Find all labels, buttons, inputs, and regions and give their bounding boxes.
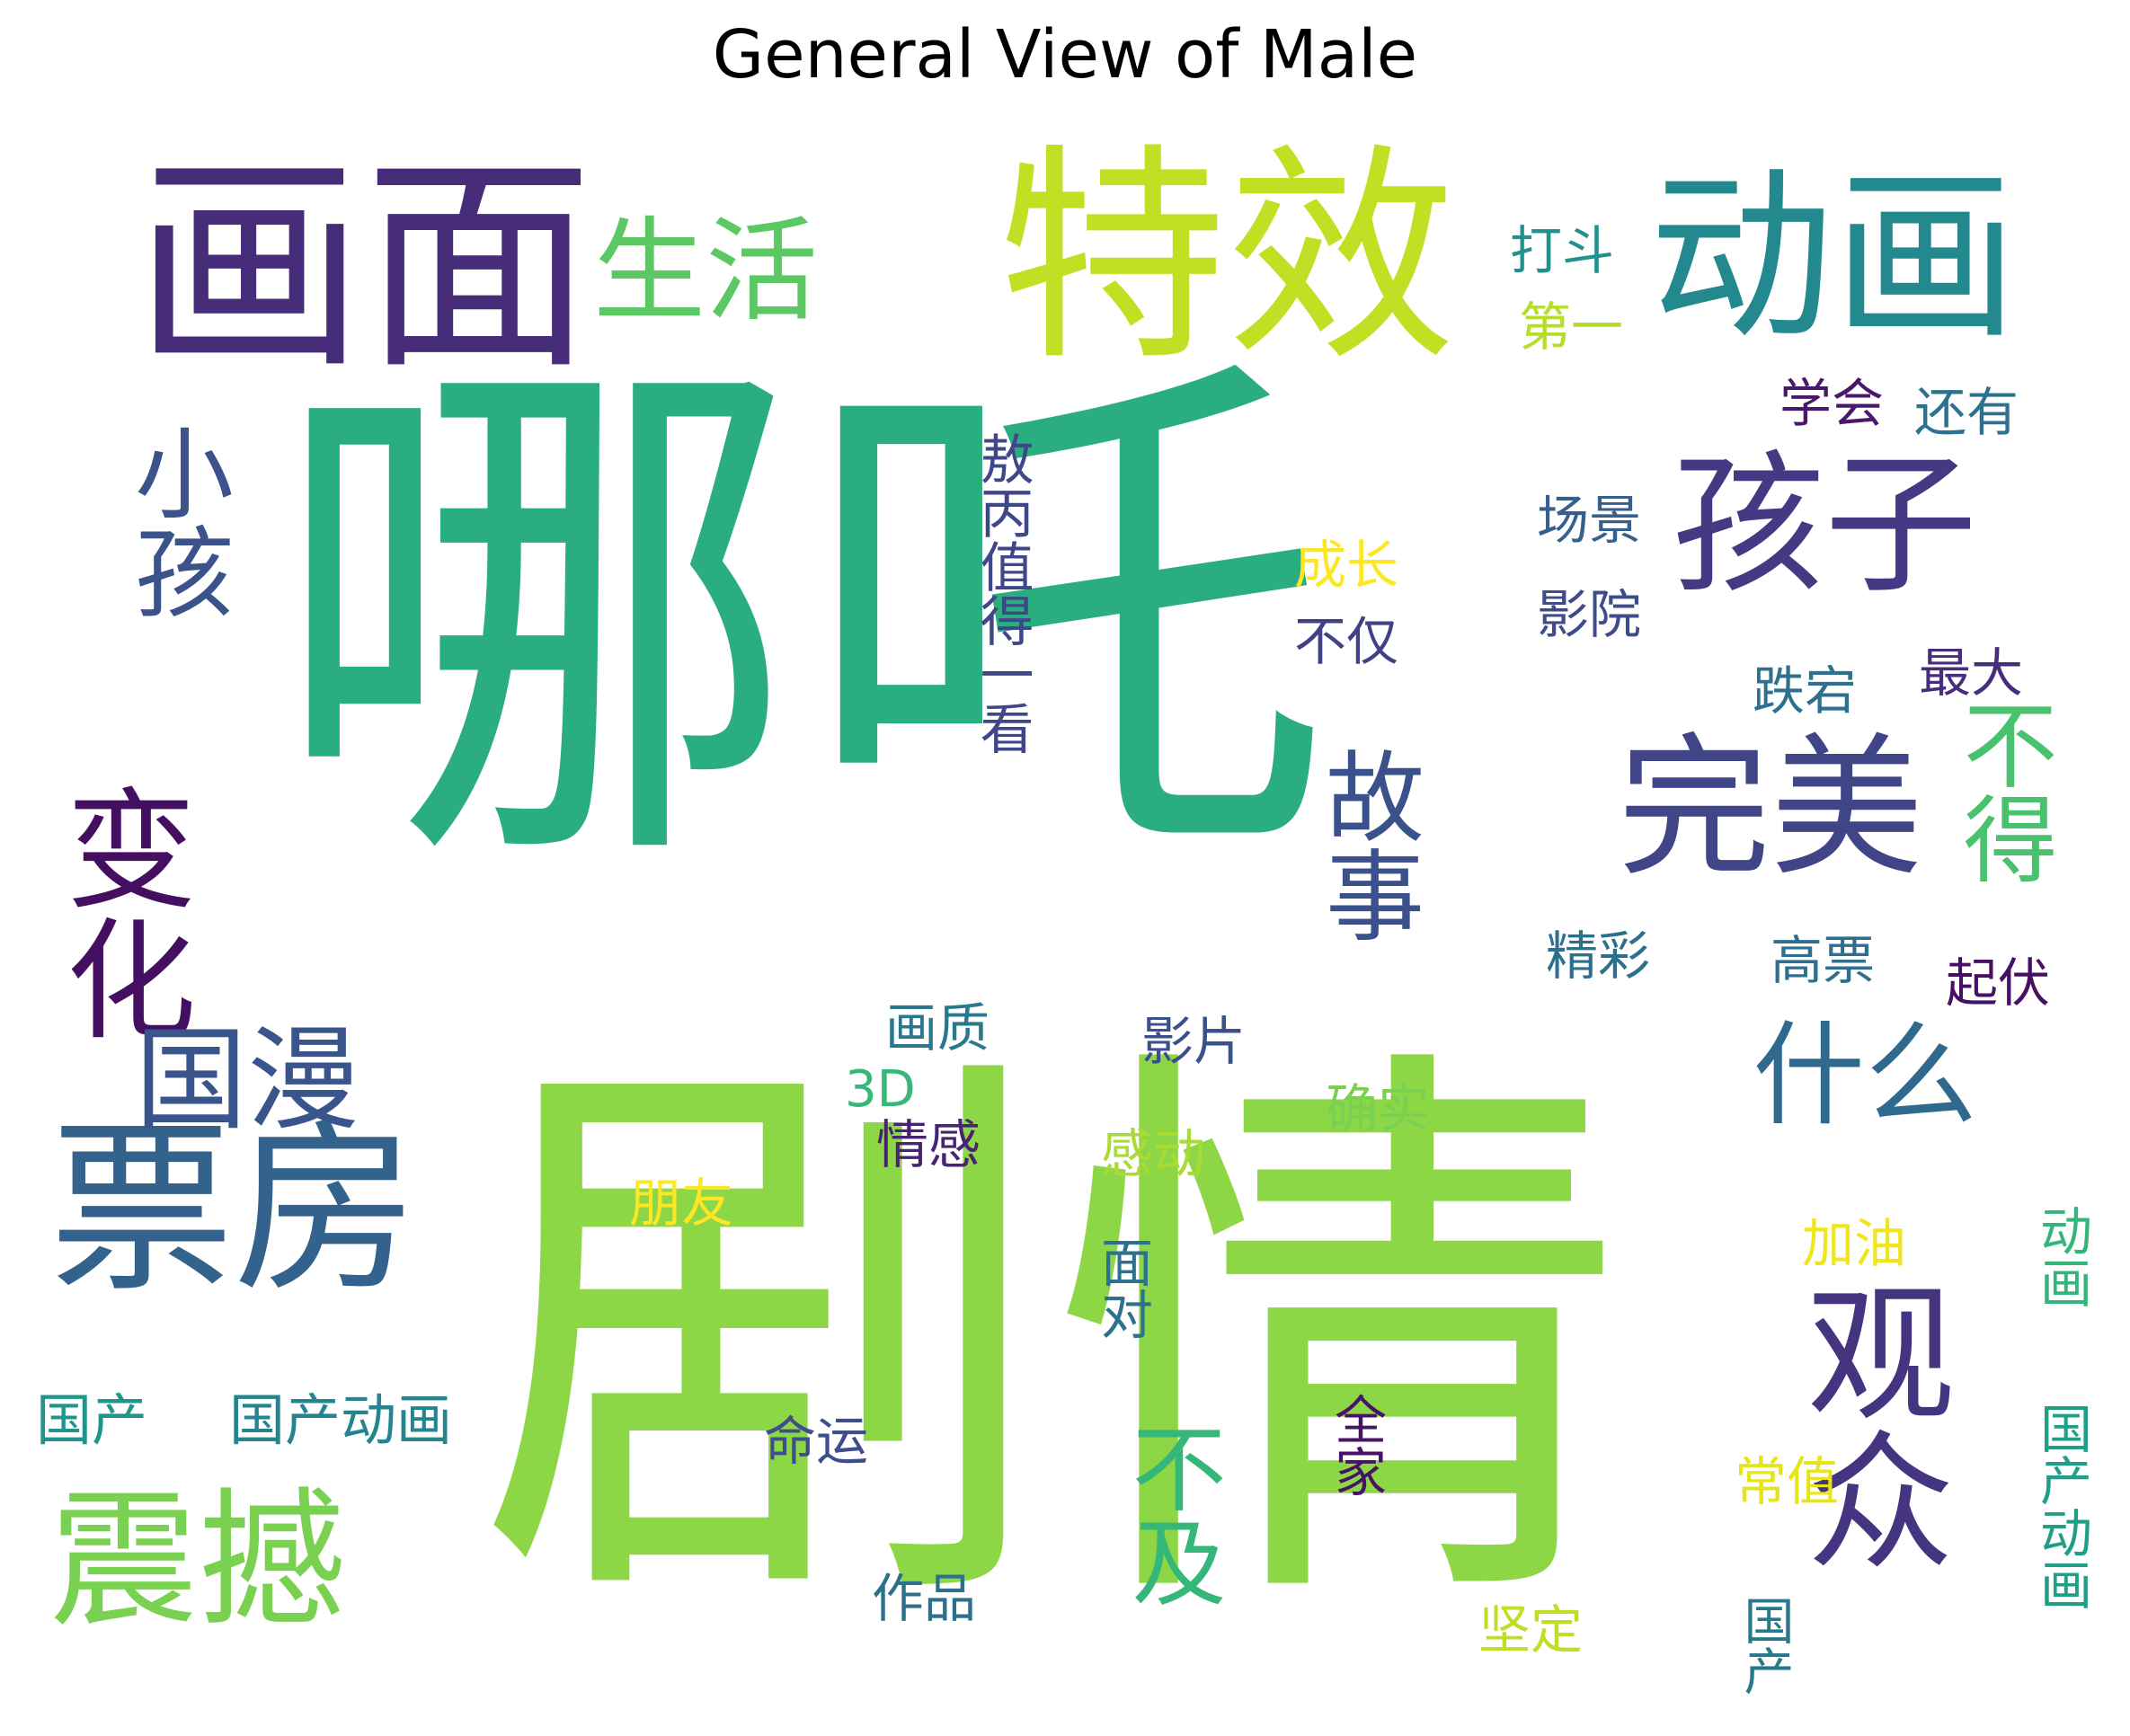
word-jingcai: 精彩 (1546, 926, 1651, 987)
word-huamian: 画面 (135, 134, 594, 401)
word-piaofang: 票房 (49, 1103, 418, 1317)
word-qifu: 起伏 (1946, 952, 2051, 1014)
word-quanjia: 全家 (1326, 1393, 1387, 1497)
word-gaopiao: 高票 (1771, 930, 1876, 991)
word-shenme: 什么 (1753, 1011, 1977, 1141)
word-changzhi: 常值 (1735, 1451, 1840, 1512)
word-guanzhong: 观众 (1781, 1276, 1954, 1572)
word-juqing: 剧情 (476, 1004, 1627, 1673)
word-nezha: 哪吒 (270, 311, 1330, 928)
word-changjing: 场景 (1537, 490, 1642, 551)
word-haizi: 孩子 (1672, 437, 1978, 615)
word-shenghuo: 生活 (593, 207, 818, 337)
word-texiao: 特效 (998, 125, 1457, 392)
word-guoman: 国漫 (135, 1015, 359, 1146)
chart-title: General View of Male (712, 16, 1418, 93)
word-guochandonghua_left: 国产动画 (229, 1387, 453, 1453)
word-xiaohai: 小孩 (118, 422, 233, 620)
word-mingyun: 命运 (764, 1411, 869, 1472)
word-chengzhang: 成长 (1294, 535, 1399, 596)
word-haiyou: 还有 (1914, 382, 2019, 443)
word-zuopin: 作品 (872, 1568, 977, 1629)
word-huazhi: 画质 (885, 997, 990, 1058)
word-bude: 不得 (1948, 696, 2057, 885)
word-jianding: 坚定 (1478, 1599, 1584, 1661)
word-diedang: 跌宕 (1753, 660, 1858, 722)
word-donghua_small: 动画 (2031, 1204, 2092, 1308)
word-bujin: 不仅 (1294, 611, 1399, 672)
word-buji: 不及 (1116, 1420, 1226, 1608)
word-pengyou: 朋友 (629, 1173, 734, 1234)
word-queshi: 确实 (1326, 1078, 1431, 1139)
word-zhenhan: 震撼 (49, 1475, 346, 1647)
word-donghua: 动画 (1649, 151, 2018, 365)
word-guochan_left: 国产 (36, 1387, 148, 1453)
word-xuehui: 学会 (1779, 373, 1885, 434)
word-yingyuan: 影院 (1537, 584, 1642, 645)
word-aobing: 敖丙值得一看 (971, 431, 1034, 755)
word-jiayou: 加油 (1802, 1213, 1907, 1274)
word-zuida: 最大 (1919, 642, 2024, 704)
word-diyi: 第一 (1519, 297, 1624, 358)
word-guochandonghua_right: 国产动画 (2031, 1402, 2092, 1610)
word-guochan_right: 国产 (1735, 1595, 1794, 1696)
word-qinggan: 情感 (876, 1114, 981, 1175)
word-gandong: 感动 (1101, 1123, 1206, 1184)
word-sand: 3D (845, 1060, 916, 1119)
word-dadou: 打斗 (1510, 220, 1615, 281)
word-bianhua: 变化 (43, 782, 195, 1042)
word-mianDui: 面对 (1092, 1236, 1153, 1340)
word-yingpian: 影片 (1141, 1011, 1247, 1072)
word-wanmei: 完美 (1618, 720, 1924, 898)
word-gushi: 故事 (1309, 746, 1424, 943)
